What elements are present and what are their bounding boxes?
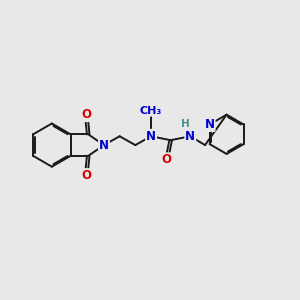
Text: O: O (81, 108, 91, 121)
Text: H: H (181, 119, 190, 130)
Text: N: N (146, 130, 156, 143)
Text: O: O (162, 153, 172, 166)
Text: N: N (205, 118, 214, 131)
Text: CH₃: CH₃ (140, 106, 162, 116)
Text: N: N (185, 130, 195, 143)
Text: N: N (99, 139, 109, 152)
Text: O: O (81, 169, 91, 182)
